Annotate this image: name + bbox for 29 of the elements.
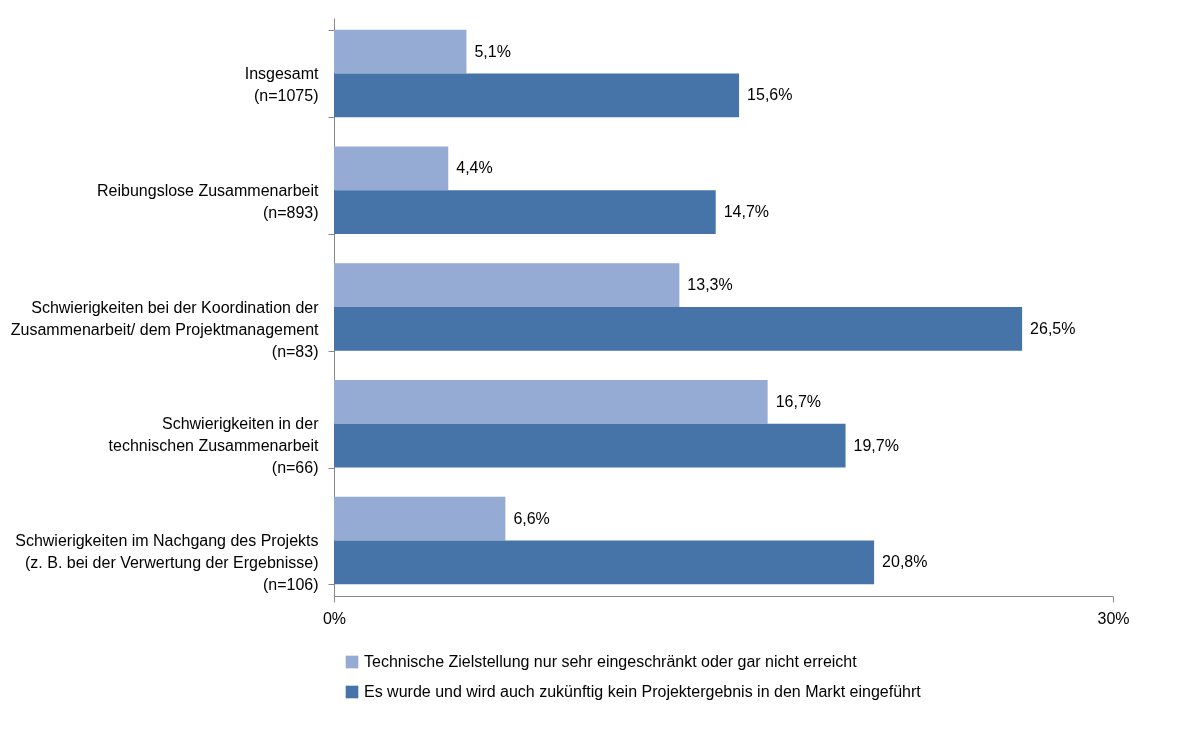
data-label: 26,5%: [1030, 319, 1076, 337]
data-label: 19,7%: [853, 436, 899, 454]
bar: [334, 496, 506, 541]
bar: [334, 73, 740, 118]
y-tick-label: Insgesamt (n=1075): [244, 64, 320, 104]
y-tick-label: Reibungslose Zusammenarbeit (n=893): [97, 181, 320, 221]
bar: [334, 146, 449, 191]
y-tick-label: Schwierigkeiten im Nachgang des Projekts (z. B. bei der Verwertung der Ergebnisse) (n=106): [15, 532, 319, 594]
data-label: 20,8%: [882, 553, 928, 571]
y-tick-label: Schwierigkeiten in der technischen Zusammenarbeit (n=66): [108, 415, 320, 477]
bar: [334, 423, 846, 468]
x-tick-label: 0%: [322, 609, 347, 627]
legend-label: Technische Zielstellung nur sehr eingeschränkt oder gar nicht erreicht: [364, 653, 858, 670]
x-tick-label: 30%: [1097, 609, 1130, 627]
bar: [334, 307, 1023, 351]
data-label: 5,1%: [474, 42, 511, 60]
bar: [334, 29, 467, 74]
bar: [334, 540, 875, 585]
data-label: 16,7%: [775, 392, 822, 410]
data-label: 14,7%: [723, 203, 770, 221]
data-label: 15,6%: [747, 86, 793, 104]
data-label: 4,4%: [456, 159, 493, 177]
bar: [334, 190, 716, 235]
y-tick-label: Schwierigkeiten bei der Koordination der Zusammenarbeit/ dem Projektmanagement (n=83): [10, 298, 320, 360]
data-label: 13,3%: [687, 276, 733, 294]
bar: [334, 379, 768, 424]
bar: [334, 263, 680, 307]
legend-label: Es wurde und wird auch zukünftig kein Projektergebnis in den Markt eingeführt: [364, 683, 922, 700]
data-label: 6,6%: [513, 509, 550, 527]
